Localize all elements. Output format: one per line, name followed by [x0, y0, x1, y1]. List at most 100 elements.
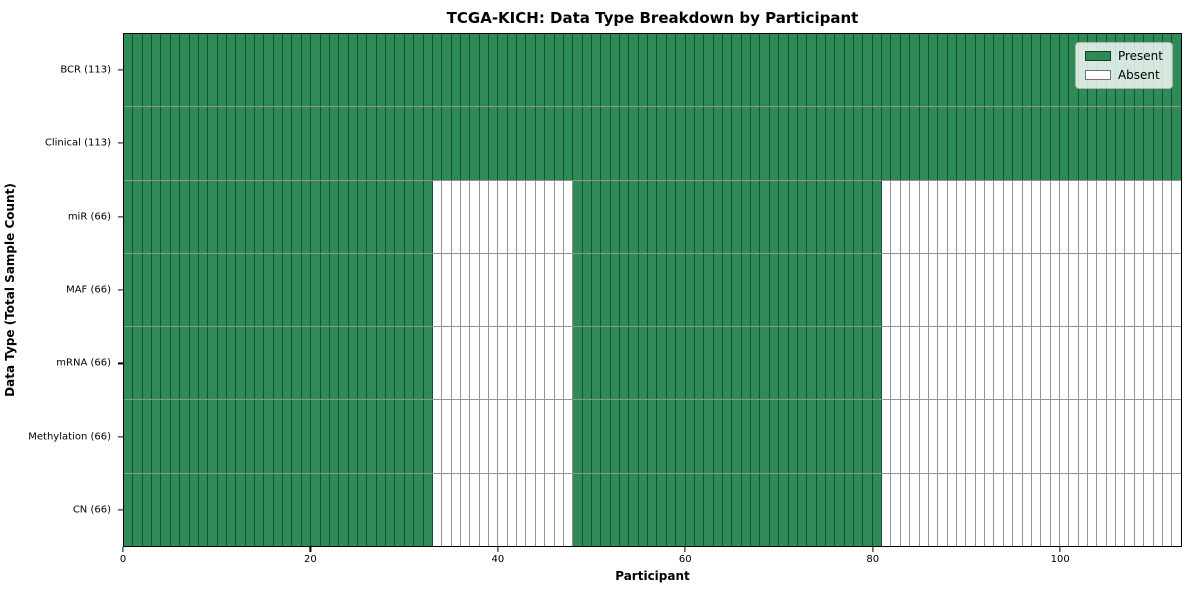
heatmap-cell	[554, 34, 564, 107]
x-tick-mark	[1059, 547, 1061, 552]
heatmap-cell	[404, 34, 415, 107]
heatmap-cell	[236, 180, 246, 253]
heatmap-cell	[657, 180, 667, 253]
heatmap-cell	[264, 180, 274, 253]
heatmap-cell	[329, 400, 340, 473]
heatmap-cell	[414, 400, 424, 473]
heatmap-cell	[694, 34, 705, 107]
heatmap-cell	[517, 253, 527, 327]
heatmap-cell	[769, 34, 780, 107]
heatmap-cell	[844, 180, 855, 253]
heatmap-cell	[198, 180, 209, 253]
heatmap-cell	[704, 34, 714, 107]
heatmap-cell	[620, 253, 630, 327]
heatmap-cell	[507, 473, 518, 546]
legend-label: Absent	[1117, 68, 1160, 82]
heatmap-cell	[1050, 180, 1060, 253]
heatmap-cell	[264, 253, 274, 327]
heatmap-cell	[975, 473, 986, 546]
heatmap-cell	[208, 34, 218, 107]
heatmap-cell	[713, 473, 723, 546]
heatmap-cell	[1125, 107, 1135, 180]
heatmap-cell	[142, 253, 153, 327]
heatmap-cell	[1172, 400, 1181, 473]
heatmap-cell	[1041, 180, 1051, 253]
heatmap-cell	[854, 327, 864, 400]
heatmap-cell	[816, 253, 826, 327]
heatmap-cell	[1041, 253, 1051, 327]
heatmap-cell	[994, 327, 1004, 400]
heatmap-cell	[507, 180, 518, 253]
heatmap-cell	[1013, 400, 1023, 473]
heatmap-cell	[573, 473, 583, 546]
heatmap-cell	[1041, 400, 1051, 473]
heatmap-cell	[245, 253, 256, 327]
heatmap-cell	[1041, 473, 1051, 546]
heatmap-cell	[582, 327, 592, 400]
heatmap-cell	[591, 327, 602, 400]
heatmap-cell	[264, 34, 274, 107]
heatmap-cell	[732, 473, 742, 546]
heatmap-cell	[769, 400, 780, 473]
heatmap-cell	[629, 180, 639, 253]
legend-swatch	[1084, 70, 1111, 80]
heatmap-cell	[601, 473, 611, 546]
heatmap-cell	[938, 180, 948, 253]
heatmap-cell	[507, 400, 518, 473]
heatmap-cell	[1106, 107, 1117, 180]
heatmap-cell	[900, 34, 911, 107]
heatmap-cell	[367, 253, 377, 327]
heatmap-cell	[1153, 253, 1163, 327]
heatmap-cell	[507, 34, 518, 107]
heatmap-cell	[498, 180, 508, 253]
y-tick-label: Methylation (66)	[28, 431, 111, 443]
heatmap-cell	[779, 400, 789, 473]
heatmap-cell	[1013, 34, 1023, 107]
heatmap-cell	[1069, 327, 1079, 400]
heatmap-cell	[769, 253, 780, 327]
heatmap-cell	[1088, 327, 1098, 400]
heatmap-cell	[1144, 180, 1154, 253]
heatmap-cell	[919, 473, 929, 546]
heatmap-cell	[152, 180, 162, 253]
heatmap-cell	[676, 107, 686, 180]
heatmap-cell	[367, 400, 377, 473]
heatmap-cell	[563, 107, 574, 180]
heatmap-cell	[479, 107, 490, 180]
heatmap-cell	[208, 180, 218, 253]
y-tick-mark	[118, 69, 123, 71]
heatmap-cell	[900, 180, 911, 253]
heatmap-cell	[236, 473, 246, 546]
heatmap-cell	[1031, 34, 1042, 107]
heatmap-cell	[460, 107, 471, 180]
heatmap-cell	[395, 253, 405, 327]
heatmap-cell	[648, 180, 658, 253]
heatmap-cell	[620, 327, 630, 400]
heatmap-cell	[1116, 107, 1126, 180]
heatmap-cell	[797, 180, 808, 253]
heatmap-cell	[1059, 327, 1070, 400]
heatmap-cell	[170, 473, 181, 546]
heatmap-cell	[470, 34, 480, 107]
heatmap-cell	[170, 107, 181, 180]
heatmap-cell	[1172, 180, 1181, 253]
heatmap-cell	[844, 107, 855, 180]
heatmap-cell	[217, 107, 227, 180]
heatmap-cell	[657, 34, 667, 107]
y-axis: BCR (113) Clinical (113) miR (66) MAF (66) m…	[0, 33, 123, 547]
heatmap-cell	[442, 473, 452, 546]
heatmap-cell	[376, 180, 387, 253]
heatmap-cell	[825, 107, 836, 180]
heatmap-cell	[985, 180, 995, 253]
heatmap-cell	[517, 34, 527, 107]
heatmap-cell	[489, 107, 499, 180]
heatmap-cell	[769, 180, 780, 253]
heatmap-cell	[1050, 473, 1060, 546]
heatmap-cell	[292, 180, 302, 253]
heatmap-cell	[648, 473, 658, 546]
heatmap-cell	[854, 34, 864, 107]
heatmap-cell	[198, 400, 209, 473]
heatmap-cell	[180, 473, 190, 546]
heatmap-cell	[161, 473, 171, 546]
heatmap-cell	[928, 253, 939, 327]
